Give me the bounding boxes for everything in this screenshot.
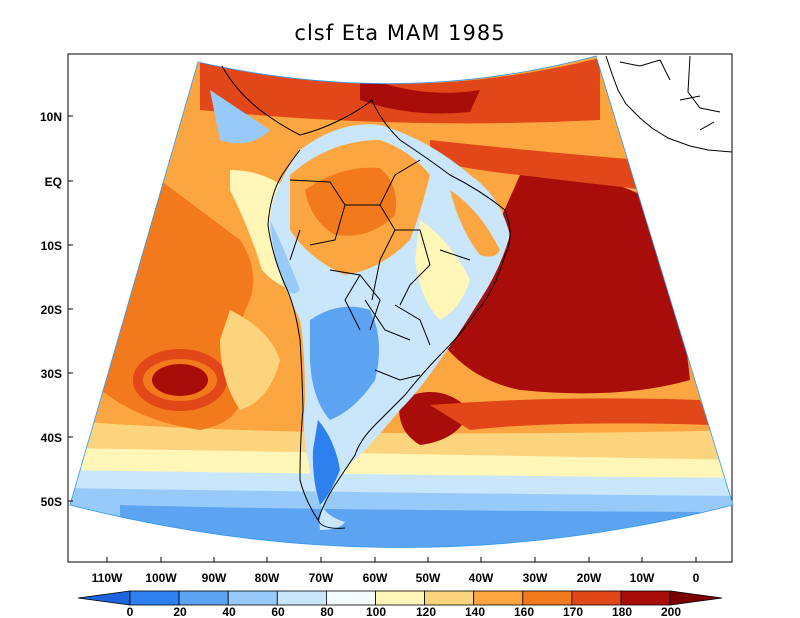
colorbar-cell xyxy=(276,590,327,606)
lon-tick-label: 100W xyxy=(145,571,177,585)
lat-axis: 10N EQ 10S 20S 30S 40S 50S xyxy=(40,110,73,509)
colorbar-label: 40 xyxy=(222,605,236,618)
colorbar xyxy=(77,590,723,606)
lon-axis: 110W 100W 90W 80W 70W 60W 50W 40W 30W 20… xyxy=(92,557,700,585)
lon-tick-label: 80W xyxy=(255,571,280,585)
lat-tick-label: 10S xyxy=(41,239,62,253)
colorbar-label: 100 xyxy=(366,605,386,618)
colorbar-cell xyxy=(522,590,573,606)
colorbar-cell xyxy=(227,590,278,606)
colorbar-cell xyxy=(473,590,524,606)
south-america-outline xyxy=(221,65,511,529)
colorbar-cell xyxy=(571,590,622,606)
colorbar-cell xyxy=(424,590,475,606)
lon-tick-label: 60W xyxy=(363,571,388,585)
lat-tick-label: 40S xyxy=(41,431,62,445)
colorbar-cell xyxy=(669,590,723,606)
lat-tick-label: EQ xyxy=(45,175,62,189)
colorbar-label: 20 xyxy=(173,605,187,618)
africa-outline xyxy=(605,55,733,153)
colorbar-cell xyxy=(325,590,376,606)
colorbar-label: 60 xyxy=(271,605,285,618)
colorbar-cell xyxy=(620,590,671,606)
lat-tick-label: 20S xyxy=(41,303,62,317)
lon-tick-label: 40W xyxy=(469,571,494,585)
lon-tick-label: 110W xyxy=(92,571,123,585)
lat-tick-label: 30S xyxy=(41,367,62,381)
colorbar-label: 0 xyxy=(127,605,134,618)
lon-tick-label: 20W xyxy=(577,571,602,585)
colorbar-labels: 0 20 40 60 80 100 120 140 160 170 180 20… xyxy=(127,605,682,618)
lon-tick-label: 70W xyxy=(309,571,334,585)
colorbar-cell xyxy=(77,590,131,606)
lon-tick-label: 90W xyxy=(202,571,227,585)
colorbar-label: 180 xyxy=(612,605,632,618)
lat-tick-label: 50S xyxy=(41,495,62,509)
colorbar-cell xyxy=(375,590,425,606)
lon-tick-label: 30W xyxy=(523,571,548,585)
lat-tick-label: 10N xyxy=(40,110,62,124)
colorbar-cell xyxy=(178,590,229,606)
colorbar-cell xyxy=(129,590,180,606)
colorbar-label: 160 xyxy=(514,605,534,618)
colorbar-label: 120 xyxy=(416,605,436,618)
shaded-field xyxy=(70,56,733,548)
colorbar-label: 80 xyxy=(320,605,334,618)
lon-tick-label: 10W xyxy=(630,571,655,585)
chart-title: clsf Eta MAM 1985 xyxy=(294,21,505,45)
lon-tick-label: 50W xyxy=(416,571,441,585)
colorbar-label: 200 xyxy=(661,605,681,618)
colorbar-label: 170 xyxy=(563,605,583,618)
colorbar-label: 140 xyxy=(465,605,485,618)
lon-tick-label: 0 xyxy=(693,571,700,585)
domain-outline xyxy=(69,55,734,548)
